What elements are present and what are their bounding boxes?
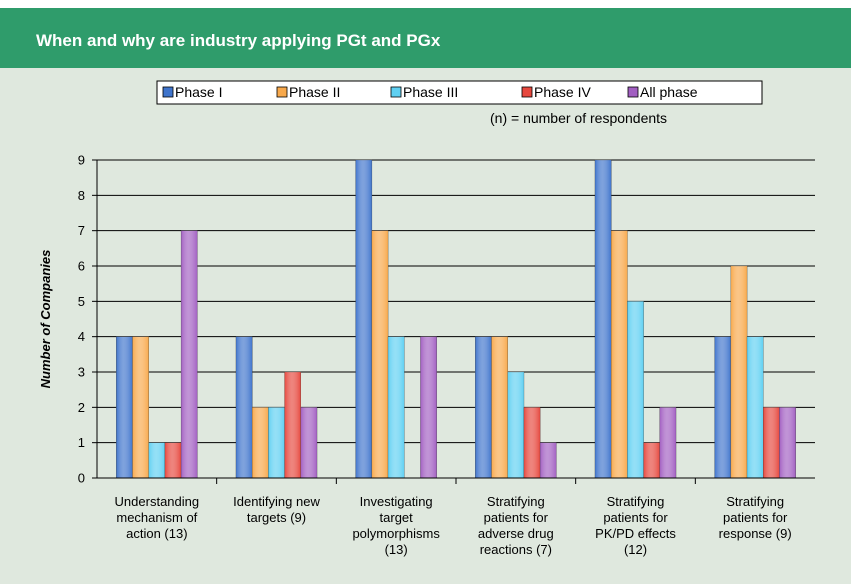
y-axis-label: Number of Companies [38, 250, 53, 389]
bar-shine [252, 407, 269, 478]
bar-shine [659, 407, 676, 478]
x-tick-label: action (13) [126, 526, 187, 541]
bar-shine [236, 336, 253, 478]
x-tick-label: response (9) [719, 526, 792, 541]
x-tick-label: patients for [603, 510, 668, 525]
legend-label: Phase II [289, 84, 340, 100]
y-tick-label: 2 [78, 400, 85, 415]
x-tick-label: Investigating [360, 494, 433, 509]
y-tick-label: 8 [78, 188, 85, 203]
bar-shine [611, 230, 628, 478]
bar-shine [491, 336, 508, 478]
bar-shine [523, 407, 541, 478]
bar-shine [643, 442, 660, 478]
bar-shine [420, 336, 437, 478]
legend-label: Phase I [175, 84, 222, 100]
bar-shine [627, 301, 644, 478]
legend-label: All phase [640, 84, 698, 100]
y-tick-label: 9 [78, 153, 85, 168]
bar-shine [540, 442, 557, 478]
bar-shine [747, 336, 764, 478]
y-tick-label: 4 [78, 329, 85, 344]
y-tick-label: 1 [78, 435, 85, 450]
legend-swatch [390, 86, 402, 98]
bar-shine [507, 372, 524, 478]
bar-shine [284, 372, 301, 478]
x-tick-label: patients for [723, 510, 788, 525]
x-tick-label: Identifying new [233, 494, 320, 509]
bar-shine [116, 336, 133, 478]
x-tick-label: patients for [484, 510, 549, 525]
bar-shine [714, 336, 731, 478]
y-tick-label: 7 [78, 223, 85, 238]
x-tick-label: Stratifying [726, 494, 784, 509]
legend-swatch [276, 86, 288, 98]
x-tick-label: Stratifying [487, 494, 545, 509]
legend-label: Phase III [403, 84, 458, 100]
bar-shine [371, 230, 389, 478]
y-tick-label: 3 [78, 365, 85, 380]
legend-swatch [162, 86, 174, 98]
bar-shine [475, 336, 492, 478]
x-tick-label: PK/PD effects [595, 526, 676, 541]
note: (n) = number of respondents [490, 110, 667, 126]
x-tick-label: (13) [385, 542, 408, 557]
y-tick-label: 0 [78, 471, 85, 486]
x-tick-label: adverse drug [478, 526, 554, 541]
bar-shine [779, 407, 796, 478]
legend-swatch [521, 86, 533, 98]
bar-shine [268, 407, 285, 478]
bar-shine [300, 407, 317, 478]
chart-title: When and why are industry applying PGt a… [36, 31, 441, 50]
header-bar [0, 8, 851, 68]
bar-shine [763, 407, 780, 478]
x-tick-label: mechanism of [116, 510, 197, 525]
legend-box [156, 80, 763, 105]
bar-shine [388, 336, 405, 478]
bar-shine [164, 442, 182, 478]
x-tick-label: target [380, 510, 414, 525]
x-tick-label: reactions (7) [480, 542, 552, 557]
x-tick-label: Understanding [115, 494, 200, 509]
x-tick-label: targets (9) [247, 510, 306, 525]
bar-shine [148, 442, 165, 478]
x-tick-label: polymorphisms [352, 526, 440, 541]
bar-shine [730, 266, 748, 478]
bar-shine [181, 230, 198, 478]
bar-shine [595, 160, 612, 478]
x-tick-label: Stratifying [607, 494, 665, 509]
y-tick-label: 5 [78, 294, 85, 309]
legend-label: Phase IV [534, 84, 591, 100]
legend-swatch [627, 86, 639, 98]
bar-shine [132, 336, 149, 478]
bar-shine [355, 160, 372, 478]
x-tick-label: (12) [624, 542, 647, 557]
y-tick-label: 6 [78, 259, 85, 274]
